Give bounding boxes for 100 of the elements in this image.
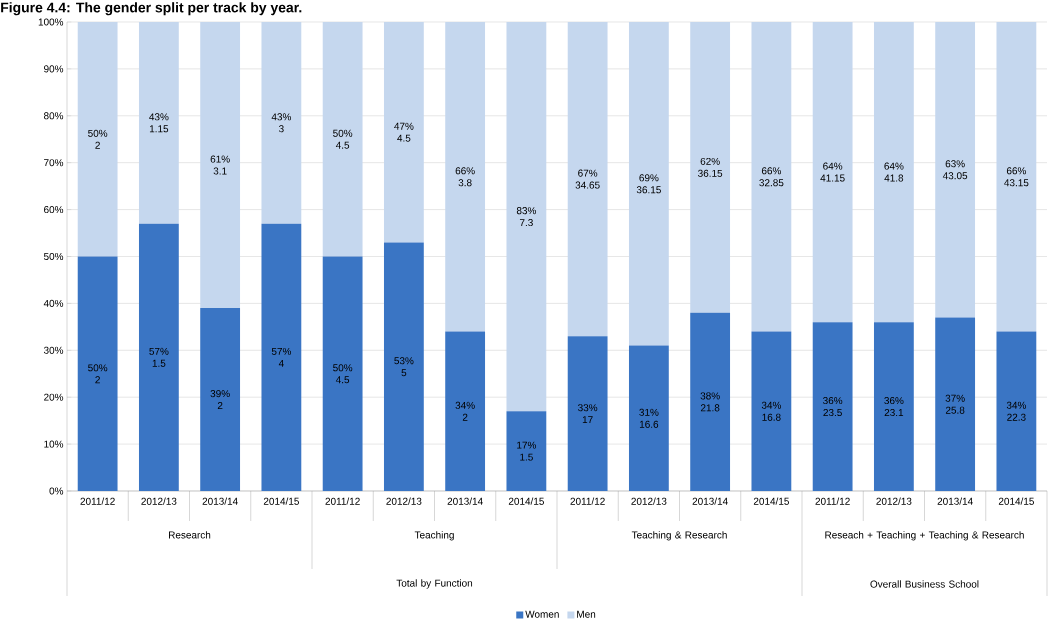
bar <box>873 21 914 323</box>
y-tick-label: 50% <box>43 252 64 261</box>
bar <box>322 21 363 257</box>
bar <box>751 331 792 491</box>
data-label: 47% 4.5 <box>394 122 414 142</box>
bar <box>383 21 424 243</box>
y-tick-label: 20% <box>44 393 64 401</box>
x-tick-label: 2012/13 <box>141 497 177 505</box>
legend-label: Women <box>525 610 559 618</box>
bar <box>445 21 486 332</box>
bar <box>690 21 731 313</box>
y-tick-label: 0% <box>49 487 64 495</box>
bar <box>77 21 118 257</box>
bar <box>261 223 302 491</box>
bar <box>812 21 853 323</box>
x-tick-label: 2012/13 <box>631 497 667 505</box>
text: Research <box>169 531 211 539</box>
data-label: 83% 7.3 <box>516 207 536 227</box>
y-tick-label: 80% <box>43 112 64 120</box>
bar <box>322 256 363 491</box>
data-label: 67% 34.65 <box>575 169 600 189</box>
text: Total by Function <box>396 579 473 589</box>
data-label: 17% 1.5 <box>517 441 536 461</box>
data-label: 34% 16.8 <box>761 401 781 421</box>
bar <box>138 223 179 491</box>
x-tick-label: 2013/14 <box>692 497 728 505</box>
data-label: 38% 21.8 <box>700 392 720 412</box>
chart-title: Figure 4.4: The gender split per track by year. <box>1 2 302 16</box>
data-label: 36% 23.5 <box>823 397 843 417</box>
bar <box>873 322 914 491</box>
bar <box>628 21 669 346</box>
data-label: 50% 2 <box>88 129 108 149</box>
y-tick-label: 90% <box>44 65 64 73</box>
x-tick-label: 2012/13 <box>876 497 912 505</box>
x-tick-label: 2012/13 <box>386 497 422 505</box>
data-label: 37% 25.8 <box>945 394 965 414</box>
bar <box>138 21 179 224</box>
bar <box>935 21 976 318</box>
bar <box>628 345 669 491</box>
data-label: 34% 22.3 <box>1006 401 1026 421</box>
bar <box>567 336 608 491</box>
data-label: 66% 43.15 <box>1004 167 1029 187</box>
legend-label: Men <box>577 610 596 618</box>
data-label: 31% 16.6 <box>639 408 659 428</box>
data-label: 36% 23.1 <box>884 397 904 417</box>
data-label: 33% 17 <box>578 404 598 424</box>
bar <box>200 21 241 309</box>
text: Overall Business School <box>870 580 979 588</box>
x-tick-label: 2011/12 <box>325 497 360 505</box>
x-tick-label: 2014/15 <box>998 497 1034 505</box>
bar <box>996 331 1037 491</box>
data-label: 50% 4.5 <box>333 364 353 384</box>
data-label: 66% 3.8 <box>455 167 475 187</box>
data-label: 34% 2 <box>455 401 475 421</box>
data-label: 69% 36.15 <box>636 174 661 194</box>
data-label: 50% 2 <box>88 364 108 384</box>
bar <box>996 21 1037 332</box>
bar <box>77 256 118 491</box>
x-tick-label: 2013/14 <box>937 497 973 505</box>
y-tick-label: 70% <box>44 159 64 167</box>
bar <box>690 312 731 491</box>
data-label: 43% 3 <box>271 113 292 133</box>
x-tick-label: 2011/12 <box>815 497 850 505</box>
data-label: 64% 41.8 <box>884 162 904 182</box>
data-label: 62% 36.15 <box>698 157 723 177</box>
x-tick-label: 2014/15 <box>263 497 299 505</box>
x-tick-label: 2011/12 <box>80 497 115 505</box>
data-label: 61% 3.1 <box>210 155 230 175</box>
data-label: 50% 4.5 <box>333 129 353 149</box>
x-tick-label: 2014/15 <box>753 497 789 505</box>
bar <box>261 21 302 224</box>
bar <box>200 308 241 491</box>
data-label: 57% 4 <box>271 347 292 367</box>
y-tick-label: 60% <box>44 206 64 214</box>
bar <box>567 21 608 337</box>
x-tick-label: 2011/12 <box>570 497 605 505</box>
y-tick-label: 10% <box>44 440 64 448</box>
bar <box>935 317 976 491</box>
text: Reseach + Teaching + Teaching & Research <box>825 531 1024 541</box>
data-label: 43% 1.15 <box>149 113 169 133</box>
y-tick-label: 40% <box>43 299 64 307</box>
data-label: 66% 32.85 <box>759 167 784 187</box>
bar <box>506 21 547 412</box>
data-label: 53% 5 <box>394 357 414 377</box>
text: Teaching <box>414 531 454 541</box>
data-label: 63% 43.05 <box>942 160 968 180</box>
data-label: 57% 1.5 <box>149 347 169 367</box>
data-label: 64% 41.15 <box>820 162 845 182</box>
bar <box>445 331 486 491</box>
data-label: 39% 2 <box>210 390 230 409</box>
bar <box>812 322 853 491</box>
x-tick-label: 2014/15 <box>508 497 544 505</box>
y-tick-label: 100% <box>38 18 64 26</box>
y-tick-label: 30% <box>43 346 64 354</box>
bar <box>751 21 792 332</box>
bar <box>383 242 424 491</box>
text: Teaching & Research <box>631 531 727 541</box>
bar <box>506 411 547 491</box>
x-tick-label: 2013/14 <box>202 497 238 505</box>
x-tick-label: 2013/14 <box>447 497 483 505</box>
